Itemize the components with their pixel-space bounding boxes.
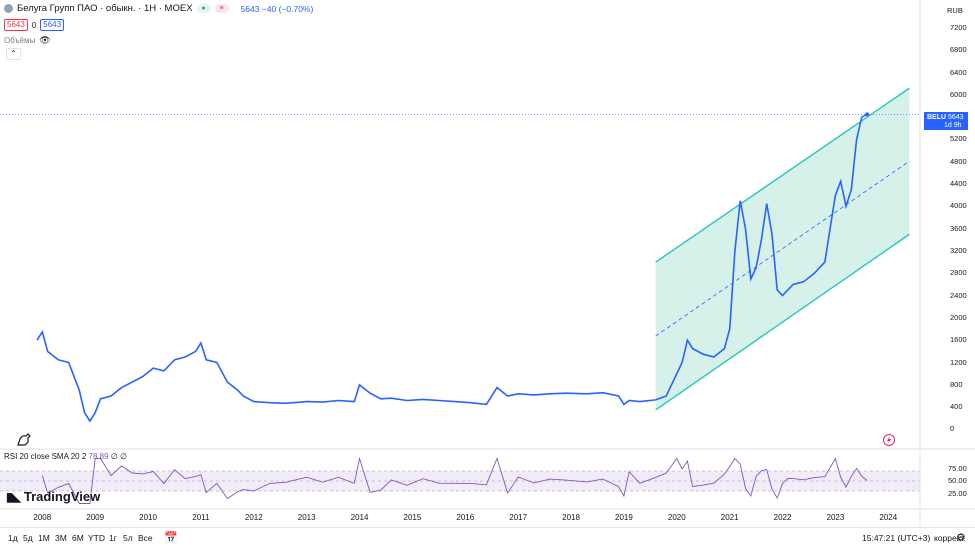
- price-axis-label: 1600: [950, 335, 967, 345]
- price-axis-label: 7200: [950, 22, 967, 32]
- price-series-line[interactable]: [36, 113, 868, 423]
- symbol-legend: Белуга Групп ПАО · обыкн. · 1Н · MOEX ● …: [4, 3, 313, 14]
- time-axis-label: 2022: [773, 513, 792, 522]
- price-axis-label: 5200: [950, 134, 967, 144]
- last-price-text: 5643 −40 (−0.70%): [240, 3, 314, 14]
- price-tag-price: 5643: [948, 114, 964, 121]
- tradingview-logo[interactable]: ▮◣ TradingView: [6, 489, 100, 504]
- dinosaur-icon: [17, 433, 31, 446]
- rsi-axis-label: 50.00: [948, 476, 967, 485]
- time-axis-label: 2020: [667, 513, 686, 522]
- regression-channel-fill: [655, 88, 910, 410]
- rsi-axis-label: 75.00: [948, 463, 967, 473]
- symbol-logo-icon: [4, 4, 13, 13]
- timeframe-button[interactable]: 5л: [123, 533, 133, 543]
- timeframe-button[interactable]: 1д: [8, 533, 18, 543]
- tradingview-mark-icon: ▮◣: [6, 489, 21, 504]
- time-axis-label: 2024: [879, 513, 898, 522]
- timeframe-button[interactable]: 3М: [55, 533, 67, 543]
- last-price-tag: BELU 5643 1d 9h: [924, 112, 968, 130]
- timeframe-button[interactable]: 6М: [72, 533, 84, 543]
- brand-name: TradingView: [23, 489, 101, 504]
- bottom-toolbar: 1д 5д 1М 3М 6М YTD 1г 5л Все 📅 15:47:21 (UTC+3) …: [0, 527, 975, 549]
- regression-channel-upper[interactable]: [655, 87, 910, 263]
- time-axis-label: 2011: [192, 513, 210, 522]
- chevron-up-icon[interactable]: ⌃: [6, 48, 21, 60]
- time-axis-label: 2019: [615, 513, 633, 522]
- regression-channel-lower[interactable]: [655, 233, 910, 411]
- last-price-point: [865, 112, 870, 117]
- gear-icon[interactable]: ⚙: [956, 532, 966, 544]
- rsi-label[interactable]: RSI 20 close SMA 20 2: [4, 452, 87, 461]
- rsi-legend: RSI 20 close SMA 20 2 78.89 ∅ ∅: [4, 452, 127, 461]
- market-status-icon[interactable]: ●: [196, 4, 211, 13]
- price-axis-label: 800: [950, 379, 963, 389]
- price-axis-label: 6400: [950, 67, 967, 77]
- time-axis-label: 2010: [139, 513, 157, 522]
- price-axis-label: 4400: [950, 179, 967, 189]
- symbol-title[interactable]: Белуга Групп ПАО · обыкн. · 1Н · MOEX: [17, 3, 193, 14]
- spread-value: 0: [31, 20, 37, 30]
- currency-label[interactable]: RUB: [947, 6, 963, 15]
- price-tag-countdown: 1d 9h: [944, 122, 962, 129]
- time-axis-label: 2013: [297, 513, 316, 522]
- price-axis-label: 4800: [950, 156, 967, 166]
- eye-icon[interactable]: 👁: [39, 35, 51, 45]
- time-axis-label: 2018: [562, 513, 580, 522]
- rsi-series-line[interactable]: [41, 456, 868, 504]
- sell-button[interactable]: 5643: [4, 19, 28, 31]
- price-axis-label: 3200: [950, 245, 967, 255]
- timeframe-button[interactable]: 1М: [38, 533, 50, 543]
- time-axis-label: 2012: [244, 513, 263, 522]
- adjust-toggle[interactable]: коррект.: [934, 533, 966, 543]
- timeframe-button[interactable]: 5д: [23, 533, 33, 543]
- volume-label[interactable]: Объёмы: [4, 36, 36, 45]
- price-axis-label: 1200: [950, 357, 967, 367]
- volume-legend: Объёмы 👁: [4, 35, 51, 46]
- price-axis-label: 4000: [950, 201, 967, 211]
- timeframe-button[interactable]: Все: [138, 533, 153, 543]
- buy-button[interactable]: 5643: [40, 19, 65, 31]
- event-icon[interactable]: ≡: [214, 4, 229, 13]
- time-axis-label: 2009: [86, 513, 105, 522]
- timeframe-button[interactable]: YTD: [88, 533, 105, 543]
- price-axis-label: 0: [950, 424, 955, 434]
- rsi-extra: ∅ ∅: [110, 452, 127, 461]
- time-axis-label: 2014: [350, 513, 369, 522]
- price-tag-symbol: BELU: [927, 114, 947, 121]
- time-axis-label: 2015: [403, 513, 422, 522]
- time-axis-label: 2017: [509, 513, 528, 522]
- order-buttons: 5643 0 5643: [4, 19, 65, 31]
- price-axis-label: 2800: [950, 268, 967, 278]
- time-axis-label: 2023: [826, 513, 845, 522]
- price-axis-label: 3600: [950, 223, 967, 233]
- timeframe-button[interactable]: 1г: [109, 533, 117, 543]
- calendar-range-icon[interactable]: 📅: [164, 532, 178, 544]
- regression-channel-middle: [655, 160, 910, 337]
- time-axis-label: 2016: [456, 513, 475, 522]
- price-axis-label: 6800: [950, 45, 967, 55]
- rsi-axis-label: 25.00: [948, 488, 967, 498]
- rsi-value: 78.89: [88, 452, 109, 461]
- price-axis-label: 400: [950, 402, 963, 412]
- time-axis-label: 2008: [33, 513, 52, 522]
- clock-time[interactable]: 15:47:21 (UTC+3): [862, 533, 931, 543]
- price-axis-label: 6000: [950, 89, 967, 99]
- price-axis-label: 2400: [950, 290, 967, 300]
- lightning-icon[interactable]: [883, 434, 895, 446]
- time-axis-label: 2021: [720, 513, 739, 522]
- price-axis-label: 2000: [950, 312, 967, 322]
